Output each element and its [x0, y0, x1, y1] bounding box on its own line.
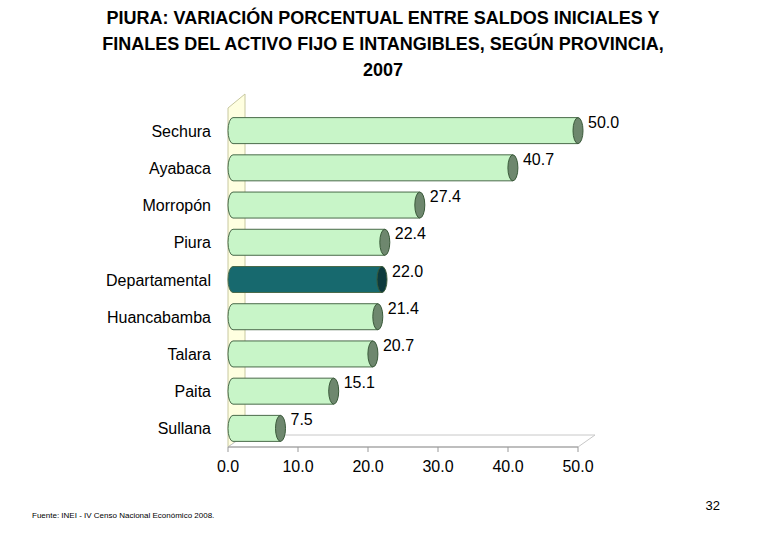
x-tick — [298, 447, 299, 452]
category-label: Sechura — [151, 123, 211, 140]
page-number: 32 — [706, 498, 720, 513]
bar-cap — [329, 378, 339, 404]
x-tick-label: 10.0 — [282, 458, 313, 475]
bar — [228, 267, 382, 293]
x-tick-label: 50.0 — [562, 458, 593, 475]
bar-cap — [373, 304, 383, 330]
data-label: 27.4 — [430, 188, 461, 205]
category-label: Paita — [175, 383, 212, 400]
x-tick — [228, 447, 229, 452]
data-label: 21.4 — [388, 300, 419, 317]
bar-cap — [508, 155, 518, 181]
data-label: 50.0 — [588, 114, 619, 131]
title: PIURA: VARIACIÓN PORCENTUAL ENTRE SALDOS… — [102, 7, 664, 80]
data-label: 20.7 — [383, 337, 414, 354]
category-label: Morropón — [143, 197, 211, 214]
category-label: Ayabaca — [149, 160, 211, 177]
x-tick — [508, 447, 509, 452]
bar-cap — [377, 267, 387, 293]
data-label: 22.4 — [395, 225, 426, 242]
x-tick — [578, 447, 579, 452]
x-tick — [368, 447, 369, 452]
x-tick — [438, 447, 439, 452]
category-label: Sullana — [158, 420, 211, 437]
x-tick-label: 40.0 — [492, 458, 523, 475]
data-label: 40.7 — [523, 151, 554, 168]
data-label: 22.0 — [392, 263, 423, 280]
source-note: Fuente: INEI - IV Censo Nacional Económi… — [32, 511, 214, 520]
bar — [228, 229, 385, 255]
bar — [228, 415, 280, 441]
x-tick-label: 30.0 — [422, 458, 453, 475]
x-tick-label: 0.0 — [217, 458, 239, 475]
bar-cap — [380, 229, 390, 255]
x-axis-line — [228, 447, 578, 448]
bar — [228, 155, 513, 181]
bar-cap — [368, 341, 378, 367]
title-line: FINALES DEL ACTIVO FIJO E INTANGIBLES, S… — [102, 33, 664, 54]
bar-cap — [415, 192, 425, 218]
chart: PIURA: VARIACIÓN PORCENTUAL ENTRE SALDOS… — [0, 0, 766, 540]
bar — [228, 192, 420, 218]
bars — [228, 118, 583, 442]
bar — [228, 341, 373, 367]
category-label: Talara — [167, 346, 211, 363]
title-line: PIURA: VARIACIÓN PORCENTUAL ENTRE SALDOS… — [106, 7, 659, 28]
data-label: 7.5 — [291, 411, 313, 428]
x-tick-label: 20.0 — [352, 458, 383, 475]
bar — [228, 378, 334, 404]
data-label: 15.1 — [344, 374, 375, 391]
category-label: Huancabamba — [107, 309, 211, 326]
bar-cap — [573, 118, 583, 144]
category-label: Piura — [174, 234, 211, 251]
bar — [228, 118, 578, 144]
bar — [228, 304, 378, 330]
category-label: Departamental — [106, 272, 211, 289]
bar-cap — [276, 415, 286, 441]
title-line: 2007 — [363, 60, 403, 80]
